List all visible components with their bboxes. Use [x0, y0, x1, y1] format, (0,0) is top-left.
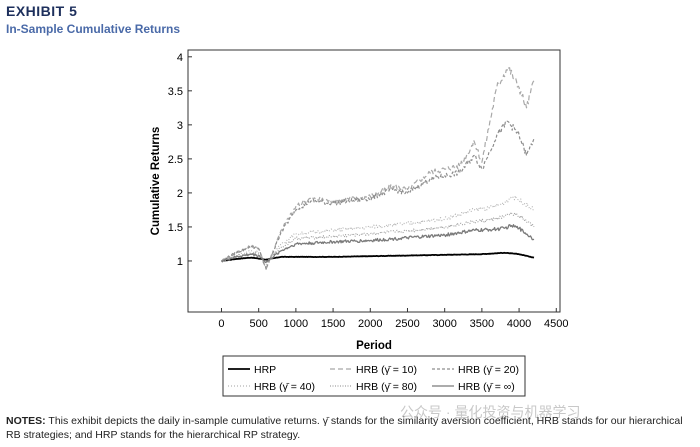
y-tick-label: 2.5	[168, 154, 183, 166]
series-line	[221, 224, 535, 263]
x-tick-label: 3000	[432, 318, 456, 330]
x-tick-label: 4500	[544, 318, 568, 330]
legend-label: HRB (γ̄ = 20)	[458, 364, 519, 376]
exhibit-subtitle: In-Sample Cumulative Returns	[6, 22, 181, 36]
legend: HRP HRB (γ̄ = 10) HRB (γ̄ = 20) HRB (γ̄ = 4…	[228, 364, 519, 393]
x-tick-label: 500	[250, 318, 268, 330]
legend-label: HRB (γ̄ = 10)	[356, 364, 417, 376]
series-line	[221, 195, 535, 265]
x-tick-label: 2000	[358, 318, 382, 330]
series-lines	[221, 66, 535, 270]
legend-label: HRP	[254, 364, 276, 376]
x-tick-label: 1500	[321, 318, 345, 330]
exhibit-label: EXHIBIT 5	[6, 3, 78, 19]
x-tick-label: 4000	[507, 318, 531, 330]
y-tick-label: 3	[177, 120, 183, 132]
legend-label: HRB (γ̄ = ∞)	[458, 381, 515, 393]
x-tick-label: 2500	[395, 318, 419, 330]
series-line	[221, 211, 535, 264]
series-line	[221, 120, 535, 270]
notes-label: NOTES:	[6, 415, 46, 427]
x-tick-label: 1000	[284, 318, 308, 330]
chart-notes: NOTES: This exhibit depicts the daily in…	[6, 414, 696, 442]
x-axis-label: Period	[356, 340, 392, 352]
legend-label: HRB (γ̄ = 40)	[254, 381, 315, 393]
plot-frame	[187, 49, 561, 313]
legend-label: HRB (γ̄ = 80)	[356, 381, 417, 393]
series-line	[221, 66, 535, 270]
y-tick-label: 2	[177, 188, 183, 200]
y-tick-label: 4	[177, 52, 183, 64]
x-tick-label: 0	[218, 318, 224, 330]
x-tick-label: 3500	[470, 318, 494, 330]
y-tick-label: 1.5	[168, 222, 183, 234]
y-tick-label: 1	[177, 256, 183, 268]
notes-text: This exhibit depicts the daily in-sample…	[6, 415, 683, 441]
y-tick-label: 3.5	[168, 86, 183, 98]
legend-box	[222, 355, 526, 397]
watermark-text: 公众号 · 量化投资与机器学习	[400, 404, 581, 420]
y-axis-label: Cumulative Returns	[150, 127, 162, 236]
